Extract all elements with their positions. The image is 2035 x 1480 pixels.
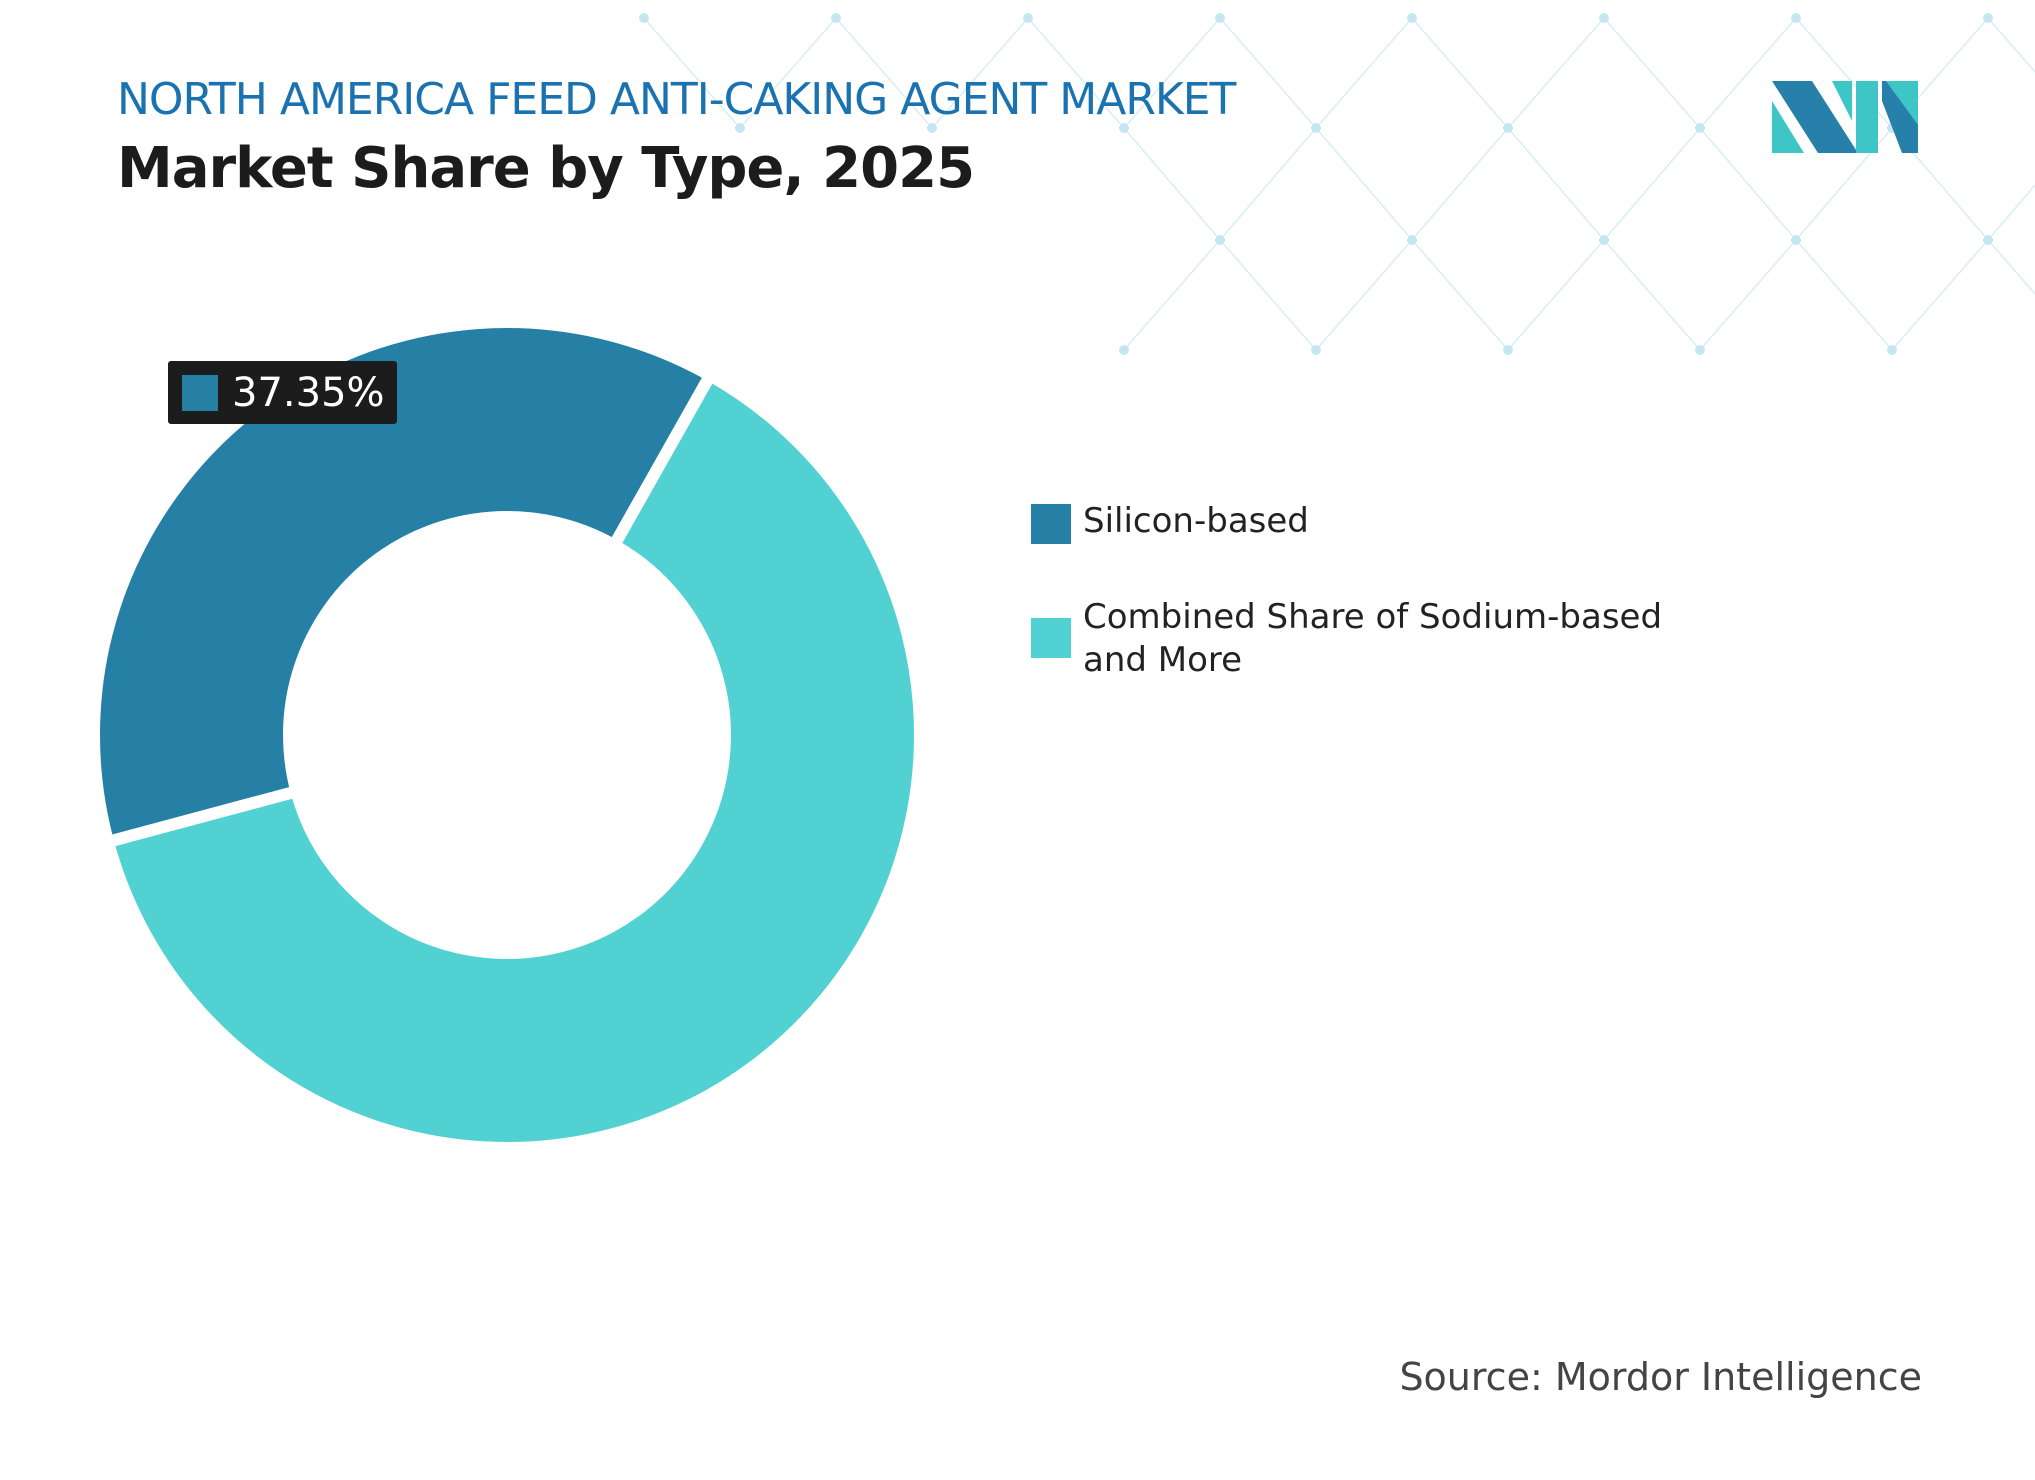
data-label-text: 37.35% (232, 369, 385, 416)
background-dot (1119, 123, 1129, 133)
background-line (931, 17, 1029, 129)
chart-subtitle: Market Share by Type, 2025 (117, 136, 975, 201)
background-dot (1791, 235, 1801, 245)
donut-slice-combined (100, 367, 926, 1154)
legend-item-combined: Combined Share of Sodium-based and More (1031, 596, 1723, 682)
background-line (1795, 239, 1893, 351)
background-dot (1887, 345, 1897, 355)
background-line (1219, 17, 1317, 129)
background-line (1987, 17, 2035, 73)
background-dot (831, 13, 841, 23)
background-dot (1407, 235, 1417, 245)
background-dot (927, 123, 937, 133)
background-line (1603, 127, 1701, 241)
background-dot (1215, 13, 1225, 23)
background-line (1507, 17, 1605, 129)
background-line (1987, 239, 2035, 295)
data-label-swatch (182, 374, 218, 411)
background-line (1987, 184, 2035, 241)
background-dot (1695, 345, 1705, 355)
legend-item-silicon: Silicon-based (1031, 500, 1723, 544)
background-line (1507, 239, 1605, 351)
background-line (1411, 127, 1509, 241)
legend-swatch (1031, 504, 1071, 544)
background-dot (1503, 123, 1513, 133)
background-dot (1215, 235, 1225, 245)
background-line (1507, 127, 1605, 241)
background-dot (1311, 345, 1321, 355)
chart-title: NORTH AMERICA FEED ANTI-CAKING AGENT MAR… (117, 74, 1236, 125)
data-label-silicon: 37.35% (168, 361, 397, 424)
background-dot (1311, 123, 1321, 133)
background-line (1123, 239, 1221, 351)
legend: Silicon-based Combined Share of Sodium-b… (1031, 500, 1723, 734)
mordor-intelligence-logo (1772, 81, 1918, 153)
background-line (1603, 17, 1701, 129)
background-dot (1407, 13, 1417, 23)
background-dot (1023, 13, 1033, 23)
background-line (1411, 239, 1509, 351)
background-line (1603, 239, 1701, 351)
background-line (1123, 17, 1221, 129)
donut-slice-silicon (88, 316, 719, 850)
legend-label: Combined Share of Sodium-based and More (1083, 597, 1663, 680)
legend-swatch (1031, 618, 1071, 658)
background-dot (1695, 123, 1705, 133)
background-line (1315, 17, 1413, 129)
background-dot (735, 123, 745, 133)
background-line (1219, 239, 1317, 351)
background-line (1699, 17, 1797, 129)
background-dot (1791, 13, 1801, 23)
background-line (739, 17, 837, 129)
background-dot (1983, 235, 1993, 245)
background-line (1699, 239, 1797, 351)
background-line (643, 17, 741, 129)
background-line (1699, 127, 1797, 241)
background-dot (1599, 13, 1609, 23)
background-dot (1503, 345, 1513, 355)
donut-chart (88, 316, 926, 1154)
background-dot (1983, 13, 1993, 23)
background-line (1027, 17, 1125, 129)
background-line (1315, 127, 1413, 241)
background-line (1315, 239, 1413, 351)
background-line (1411, 17, 1509, 129)
background-line (1891, 239, 1989, 351)
source-note: Source: Mordor Intelligence (1399, 1355, 1922, 1399)
background-line (1123, 127, 1221, 241)
legend-label: Silicon-based (1083, 501, 1309, 541)
background-dot (1599, 235, 1609, 245)
background-line (835, 17, 933, 129)
background-line (1219, 127, 1317, 241)
background-dot (639, 13, 649, 23)
background-dot (1119, 345, 1129, 355)
